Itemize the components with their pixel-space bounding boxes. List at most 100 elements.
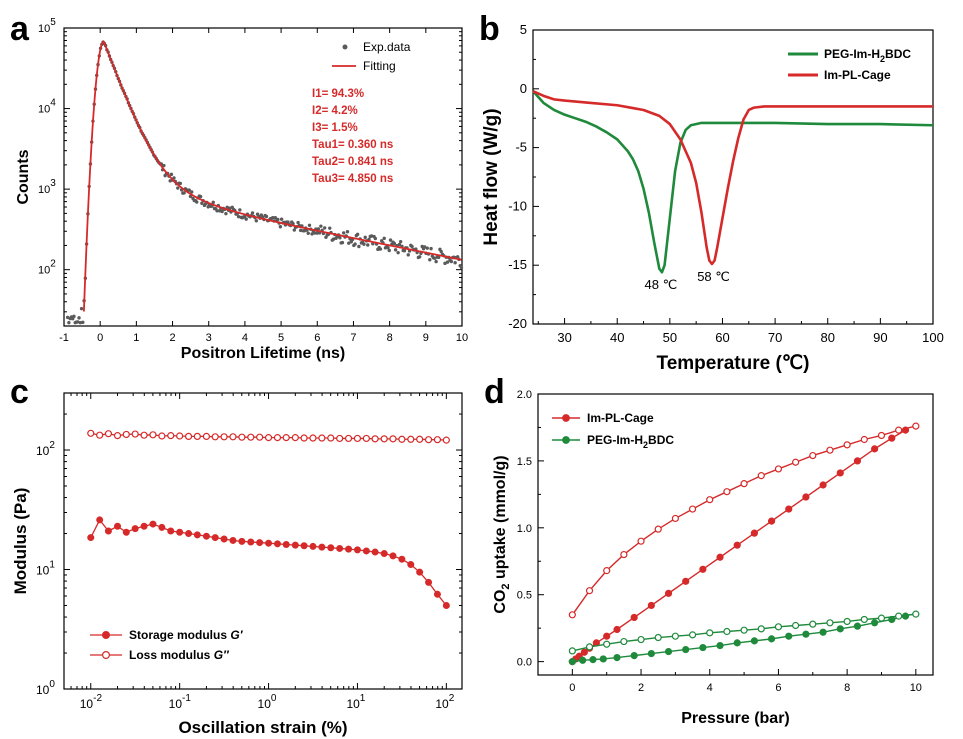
x-tick-label: 100 xyxy=(258,693,277,711)
exp-data-point xyxy=(322,226,327,230)
exp-data-point xyxy=(449,259,454,264)
series-point xyxy=(568,658,576,666)
y-tick-label: -15 xyxy=(508,257,527,272)
x-tick-label: 5 xyxy=(278,332,284,344)
series-point xyxy=(888,434,896,442)
x-tick-label: 2 xyxy=(169,332,175,344)
series-point xyxy=(802,630,810,638)
loss-modulus-point xyxy=(344,434,353,443)
exp-data-point xyxy=(398,239,403,244)
exp-data-point xyxy=(340,240,345,245)
y-tick-label: 0.5 xyxy=(517,590,532,602)
loss-modulus-points xyxy=(87,429,450,444)
storage-modulus-point xyxy=(442,601,450,609)
exp-data-point xyxy=(79,306,84,311)
exp-data-point xyxy=(188,194,193,199)
exp-data-point xyxy=(459,265,464,270)
exp-data-point xyxy=(423,245,427,249)
series-point xyxy=(877,431,886,440)
series-point xyxy=(877,614,886,622)
storage-modulus-point xyxy=(291,541,299,549)
exp-data-point xyxy=(307,223,312,227)
loss-modulus-point xyxy=(433,436,442,444)
exp-data-point xyxy=(182,191,186,195)
y-axis-label-part: CO xyxy=(492,590,509,614)
storage-modulus-point xyxy=(149,520,157,528)
exp-data-point xyxy=(341,231,346,235)
storage-modulus-point xyxy=(140,522,148,530)
fit-annotation: Tau3= 4.850 ns xyxy=(312,173,393,185)
x-axis-label: Oscillation strain (%) xyxy=(178,718,347,737)
exp-data-point xyxy=(264,214,269,219)
legend-loss-modulus: Loss modulus G″ xyxy=(129,648,230,662)
series-point xyxy=(819,628,827,636)
exp-data-point xyxy=(439,249,443,254)
x-axis-label: Temperature (℃) xyxy=(657,353,810,374)
legend-swatch-marker xyxy=(101,630,110,639)
legend-peg-part: PEG-Im-H xyxy=(824,47,880,61)
y-tick-label: 2.0 xyxy=(517,389,532,401)
series-point xyxy=(664,589,673,597)
loss-modulus-point xyxy=(273,434,282,442)
exp-data-point xyxy=(200,201,204,205)
exp-data-point xyxy=(386,245,390,250)
series-point xyxy=(654,633,662,642)
peak-label-58: 58 ℃ xyxy=(697,269,730,284)
y-axis-label: Heat flow (W/g) xyxy=(481,108,502,245)
storage-modulus-point xyxy=(193,531,201,539)
loss-modulus-point xyxy=(380,435,388,443)
y-tick-label: 0 xyxy=(520,81,527,96)
loss-modulus-point xyxy=(371,435,379,443)
panel-b: 30 40 50 60 70 80 90 10050-5-10-15-20Temperatur… xyxy=(481,22,944,374)
x-tick-label: 80 xyxy=(821,330,835,345)
legend-cage: Im-PL-Cage xyxy=(587,411,654,425)
x-tick-label: 2 xyxy=(638,682,644,694)
series-point xyxy=(792,621,800,630)
x-tick-label: 60 xyxy=(715,330,729,345)
series-point xyxy=(836,625,844,633)
loss-modulus-point xyxy=(193,432,201,440)
series-point xyxy=(585,587,594,595)
exp-data-point xyxy=(190,190,194,194)
y-tick-label: 100 xyxy=(36,679,55,697)
series-point xyxy=(637,635,645,644)
x-tick-label: 1 xyxy=(133,332,139,344)
exp-data-point xyxy=(296,220,300,225)
exp-data-point xyxy=(453,261,457,265)
y-tick-label: -10 xyxy=(508,198,527,213)
loss-modulus-point xyxy=(424,436,433,444)
series-point xyxy=(836,469,844,477)
storage-modulus-point xyxy=(220,535,228,543)
legend-peg-part: 2 xyxy=(880,54,885,64)
exp-data-point xyxy=(176,186,180,190)
exp-data-point xyxy=(162,163,166,168)
exp-data-point xyxy=(244,217,248,221)
exp-data-point xyxy=(369,234,374,238)
legend-swatch-marker xyxy=(562,414,570,422)
series-point xyxy=(699,565,707,573)
x-tick-label: 6 xyxy=(314,332,320,344)
series-point xyxy=(843,617,851,626)
x-tick-label: 3 xyxy=(206,332,212,344)
exp-data-point xyxy=(417,255,422,259)
series-point xyxy=(774,623,783,631)
series-point xyxy=(706,629,714,637)
series-point xyxy=(843,441,851,449)
series-cage-curve xyxy=(532,89,933,266)
series-point xyxy=(912,610,920,618)
exp-data-point xyxy=(338,236,342,240)
x-tick-label: -1 xyxy=(59,332,69,344)
loss-modulus-point xyxy=(318,434,326,442)
panel-a: -1 0 1 2 3 4 5 6 7 8 9 10 102 103 104 105 Positron Lifet… xyxy=(15,17,468,362)
series-point xyxy=(757,625,765,633)
storage-modulus-point xyxy=(282,540,290,548)
panel-c: 10-2 10-1 100 101 102 100 101 102 Oscillation st… xyxy=(11,392,463,737)
storage-modulus-point xyxy=(345,545,353,553)
series-point xyxy=(826,446,834,454)
loss-modulus-point xyxy=(113,432,122,440)
series-point xyxy=(647,649,655,658)
x-axis-label: Positron Lifetime (ns) xyxy=(181,345,345,362)
storage-modulus-point xyxy=(327,544,335,552)
series-point xyxy=(568,647,576,655)
series-point xyxy=(647,601,655,610)
